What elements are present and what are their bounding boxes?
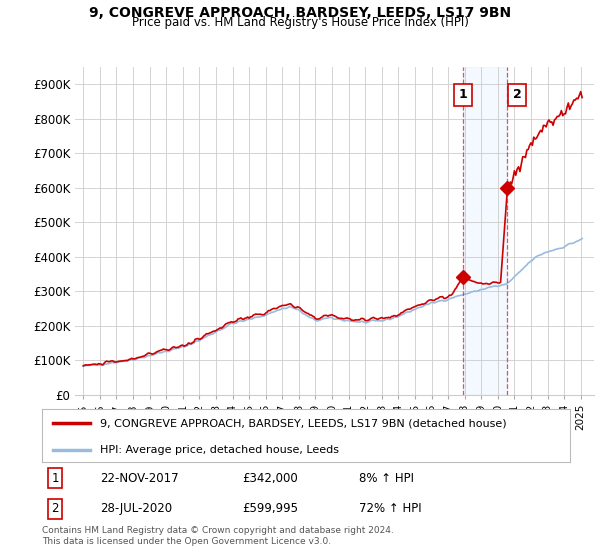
Text: 1: 1 [52,472,59,485]
Text: Price paid vs. HM Land Registry's House Price Index (HPI): Price paid vs. HM Land Registry's House … [131,16,469,29]
Text: 28-JUL-2020: 28-JUL-2020 [100,502,172,515]
Text: 9, CONGREVE APPROACH, BARDSEY, LEEDS, LS17 9BN (detached house): 9, CONGREVE APPROACH, BARDSEY, LEEDS, LS… [100,418,507,428]
Text: 22-NOV-2017: 22-NOV-2017 [100,472,179,485]
Text: 9, CONGREVE APPROACH, BARDSEY, LEEDS, LS17 9BN: 9, CONGREVE APPROACH, BARDSEY, LEEDS, LS… [89,6,511,20]
Bar [463,67,507,395]
Text: Contains HM Land Registry data © Crown copyright and database right 2024.
This d: Contains HM Land Registry data © Crown c… [42,526,394,546]
Text: £599,995: £599,995 [242,502,299,515]
Text: 2: 2 [512,88,521,101]
Text: £342,000: £342,000 [242,472,298,485]
Text: HPI: Average price, detached house, Leeds: HPI: Average price, detached house, Leed… [100,445,339,455]
Text: 72% ↑ HPI: 72% ↑ HPI [359,502,421,515]
Text: 2: 2 [52,502,59,515]
Text: 1: 1 [458,88,467,101]
Text: 8% ↑ HPI: 8% ↑ HPI [359,472,414,485]
